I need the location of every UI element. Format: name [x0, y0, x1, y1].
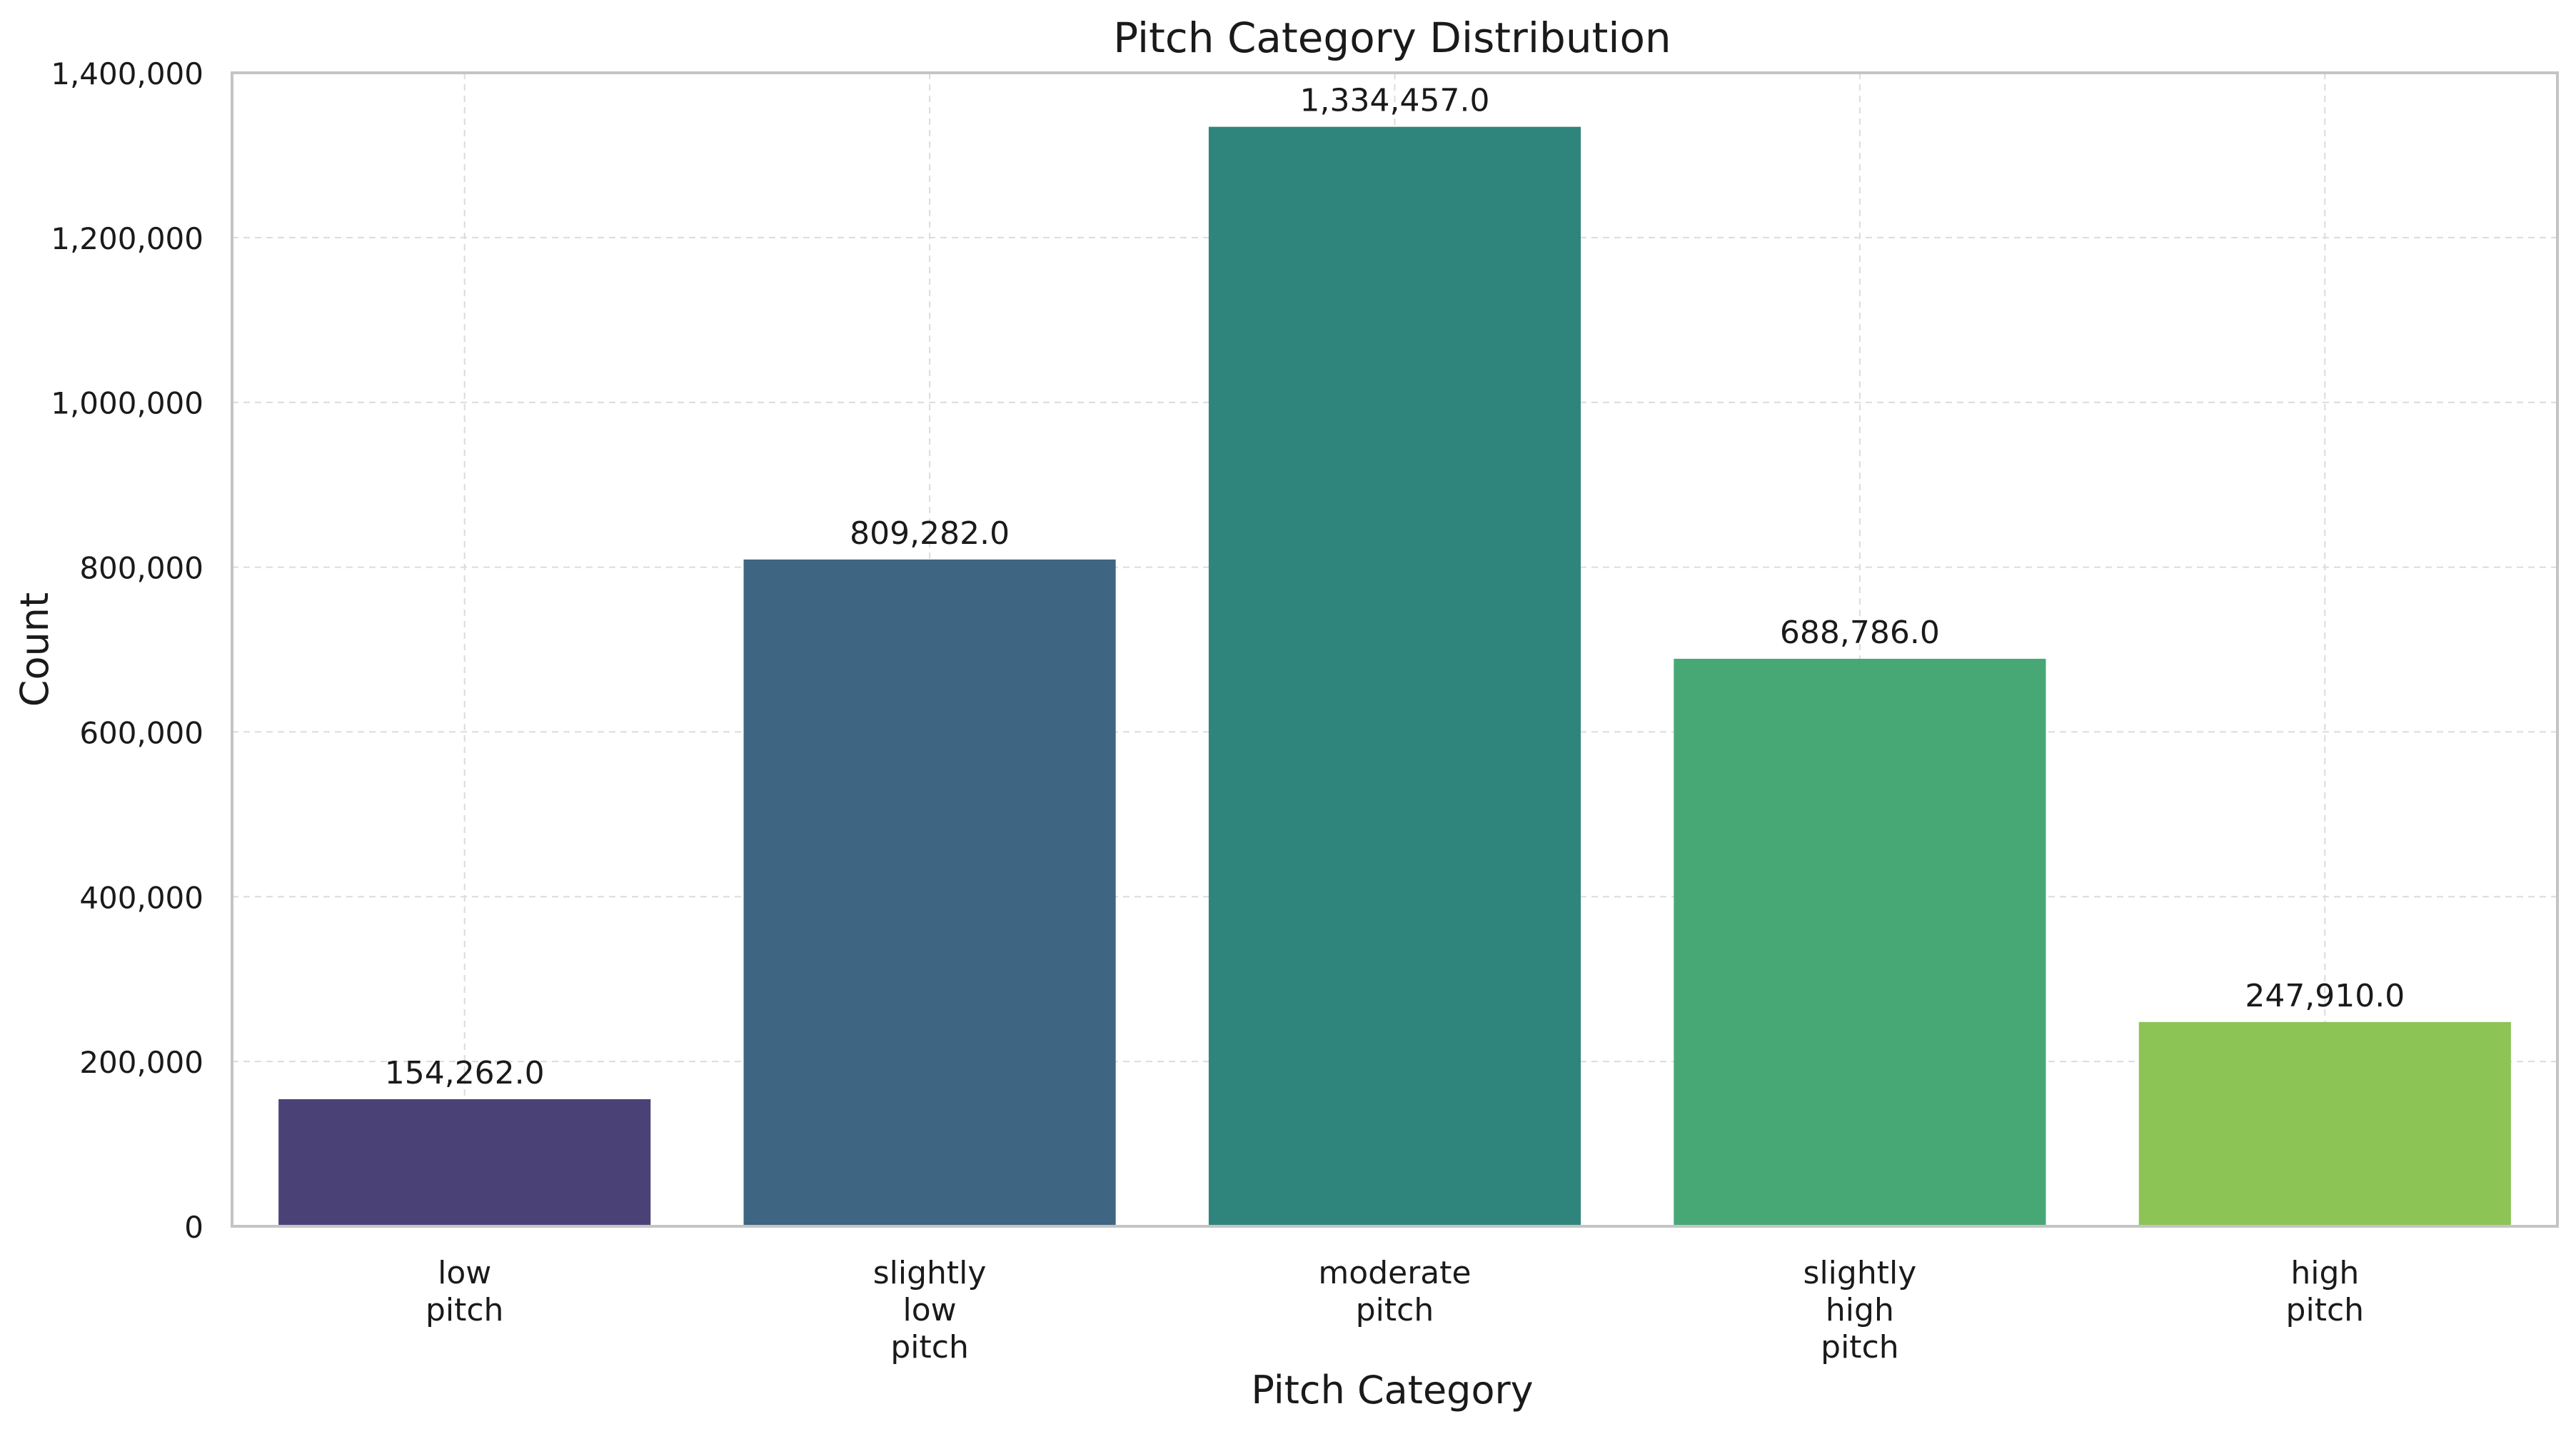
bar: [1208, 126, 1581, 1226]
y-tick-label: 1,400,000: [51, 56, 203, 91]
plot-frame: [231, 71, 2559, 1228]
x-tick-label: moderate pitch: [1318, 1255, 1471, 1328]
bar-value-label: 154,262.0: [385, 1055, 545, 1091]
bar: [2138, 1021, 2511, 1226]
y-tick-label: 600,000: [79, 715, 203, 750]
bar-value-label: 247,910.0: [2245, 978, 2405, 1014]
y-tick-label: 1,000,000: [51, 386, 203, 421]
bar-value-label: 809,282.0: [850, 515, 1010, 552]
x-tick-label: low pitch: [426, 1255, 503, 1328]
x-tick-label: slightly high pitch: [1803, 1255, 1917, 1365]
labels: 0 200,000 400,000 600,000 800,000 1,000,000 1,…: [51, 56, 2405, 1365]
bar: [743, 559, 1116, 1226]
y-tick-label: 400,000: [79, 880, 203, 915]
x-tick-label: high pitch: [2286, 1255, 2364, 1328]
y-tick-label: 0: [184, 1210, 203, 1245]
y-tick-label: 1,200,000: [51, 221, 203, 256]
bars: [278, 126, 2511, 1226]
x-tick-label: slightly low pitch: [873, 1255, 987, 1365]
bar: [1674, 658, 2046, 1226]
y-tick-label: 200,000: [79, 1045, 203, 1080]
x-axis-label: Pitch Category: [1251, 1368, 1533, 1413]
bar: [278, 1099, 651, 1226]
bar-value-label: 1,334,457.0: [1300, 83, 1490, 119]
y-axis-label: Count: [12, 592, 57, 707]
chart-title: Pitch Category Distribution: [1113, 14, 1671, 62]
y-tick-label: 800,000: [79, 551, 203, 586]
bar-value-label: 688,786.0: [1780, 615, 1940, 651]
